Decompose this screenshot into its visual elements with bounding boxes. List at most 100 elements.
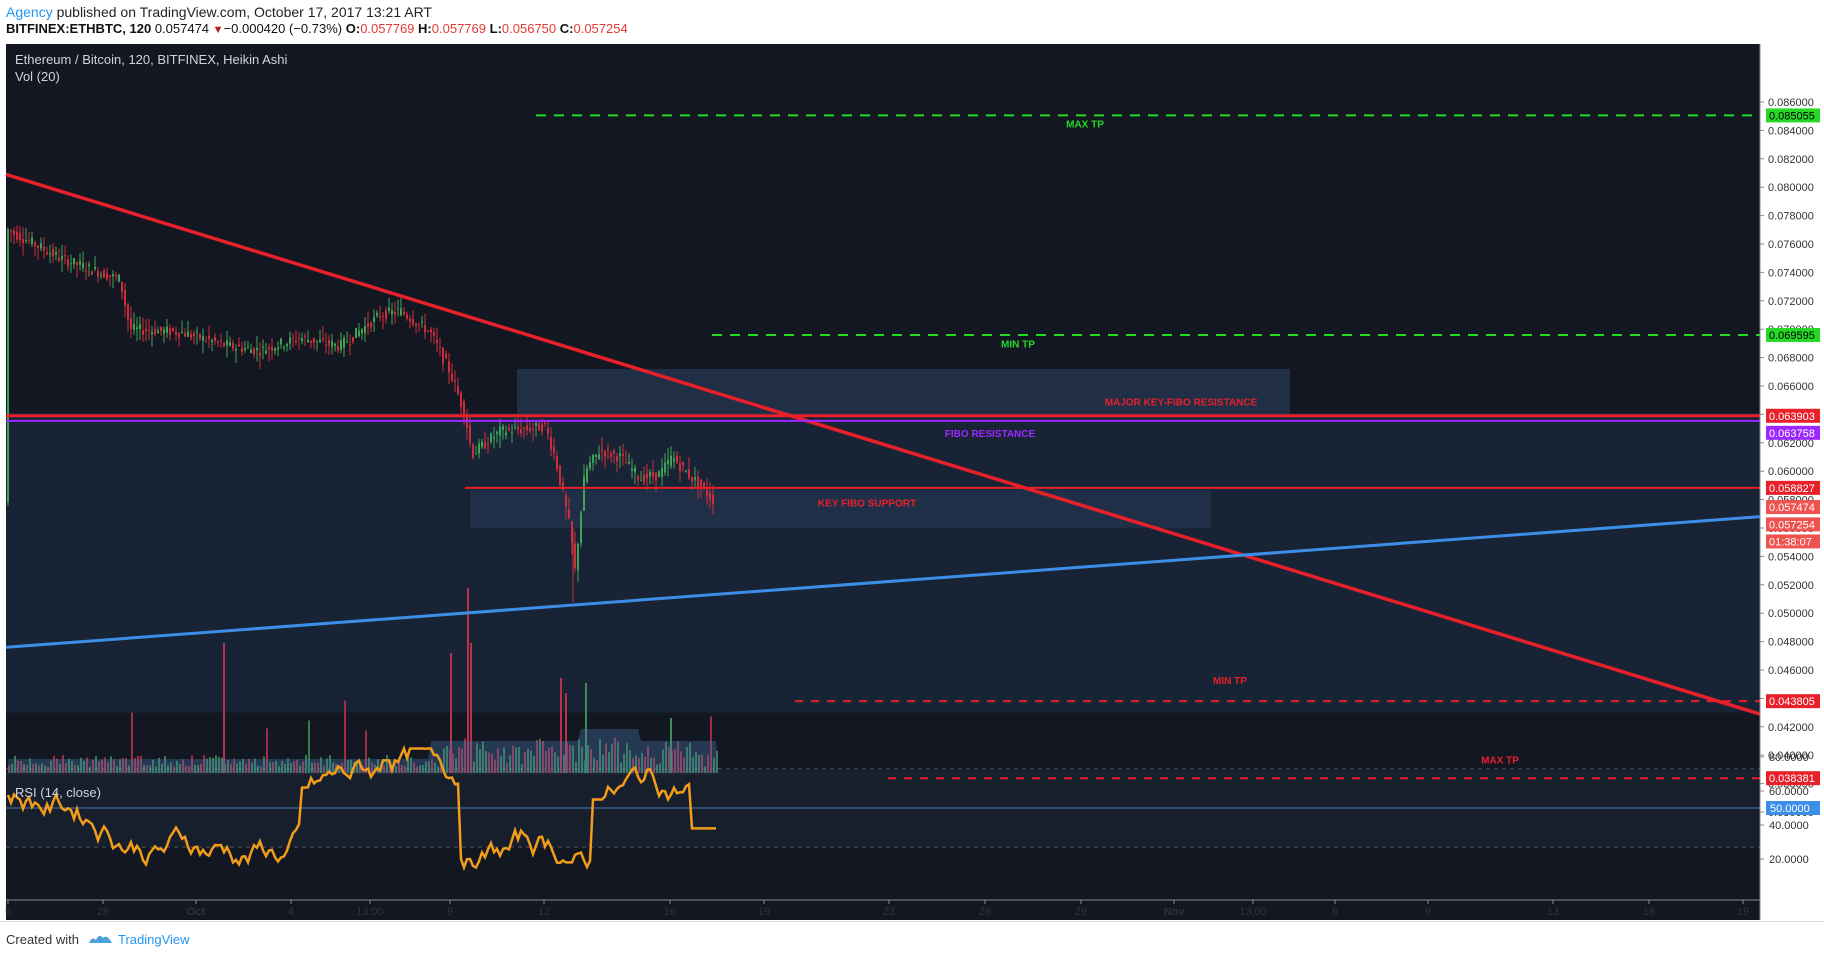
annotation-label: MAX TP [1481,755,1519,766]
low-value: 0.056750 [501,21,557,36]
candle-body [484,442,486,449]
candle-body [187,331,189,337]
volume-bar [428,761,430,773]
close-label: C: [559,21,574,36]
candle-body [610,453,612,457]
volume-bar [62,755,64,773]
ascending-trendline[interactable] [5,515,1761,649]
volume-bar [98,761,100,773]
candle-body [544,422,546,424]
volume-bar [512,745,514,773]
volume-bar [530,750,532,773]
time-axis[interactable]: 5 28 Oct 4 13:00 9 12 16 19 23 26 29 Nov 13:00 6 9 13 16 1… [5,899,1760,918]
candle-body [694,477,696,480]
volume-bar [227,760,229,773]
volume-bar [536,739,538,773]
candle-body [604,451,606,457]
candle-body [406,314,408,319]
price-tick-label: 0.068000 [1768,353,1814,365]
volume-bar [563,755,565,773]
author-link[interactable]: Agency [6,4,53,20]
volume-bar [89,766,91,773]
rsi-tick-label: 80.0000 [1769,752,1809,764]
candle-body [622,454,624,456]
volume-bar [677,740,679,773]
volume-bar [290,763,292,773]
price-badge-label: 01:38:07 [1769,536,1812,548]
volume-bar [692,756,694,773]
candle-body [592,454,594,463]
candle-body [151,331,153,335]
price-tick-label: 0.042000 [1768,722,1814,734]
volume-bar [221,757,223,773]
candle-body [331,341,333,347]
candle-body [631,468,633,471]
footer: Created with TradingView [0,921,1824,957]
volume-bar [71,760,73,773]
candle-body [298,338,300,340]
volume-bar [41,763,43,773]
time-tick-label: 4 [288,906,294,918]
time-tick-label: 26 [979,906,991,918]
volume-bar [659,763,661,773]
candle-body [529,427,531,432]
volume-bar [191,755,193,773]
chart-canvas[interactable]: MAX TP MIN TP MAJOR KEY-FIBO RESISTANCE FIB… [0,44,1824,921]
price-axis[interactable]: 0.086000 0.084000 0.082000 0.080000 0.078000… [1759,44,1824,920]
rsi-tick-label: 20.0000 [1769,854,1809,866]
candle-body [376,312,378,316]
volume-bar [8,765,10,773]
volume-bar [110,756,112,773]
drawn-lines[interactable] [5,114,1761,780]
volume-bar [515,747,517,773]
volume-bar [626,743,628,773]
candle-body [583,476,585,511]
candle-body [655,472,657,481]
volume-bar [458,747,460,773]
candle-body [229,342,231,346]
candle-body [580,512,582,544]
volume-bar [596,760,598,773]
candle-body [301,338,303,342]
open-label: O: [345,21,361,36]
candle-body [475,453,477,455]
volume-bar [50,760,52,773]
volume-bar [134,758,136,773]
volume-spike [670,718,672,773]
volume-bar [44,765,46,773]
descending-trendline[interactable] [5,172,1761,716]
candle-body [334,343,336,346]
volume-bar [629,750,631,773]
candle-body [124,289,126,306]
candle-body [199,334,201,339]
candle-body [10,230,12,232]
volume-bar [356,760,358,773]
candle-body [562,482,564,490]
candle-body [274,348,276,351]
candle-body [478,443,480,454]
volume-bar [74,764,76,773]
volume-bar [704,766,706,773]
price-tick-label: 0.066000 [1768,381,1814,393]
volume-bar [59,764,61,773]
candle-body [112,274,114,277]
volume-bar [548,747,550,773]
candle-body [163,329,165,334]
candle-body [70,263,72,265]
tradingview-logo-icon[interactable] [88,931,114,947]
volume-bar [197,765,199,773]
candle-body [133,324,135,330]
candle-body [7,229,9,503]
time-tick-label: 28 [97,906,109,918]
price-badge [1766,500,1820,515]
candle-body [589,462,591,469]
time-tick-label: 13:00 [356,906,384,918]
annotation-label: KEY FIBO SUPPORT [818,498,916,509]
volume-bar [323,765,325,773]
price-badge-label: 0.058827 [1769,483,1815,495]
price-tick-label: 0.040000 [1768,750,1814,762]
candle-body [292,337,294,339]
tradingview-link[interactable]: TradingView [118,932,190,947]
candle-body [511,432,513,434]
candle-body [367,322,369,327]
